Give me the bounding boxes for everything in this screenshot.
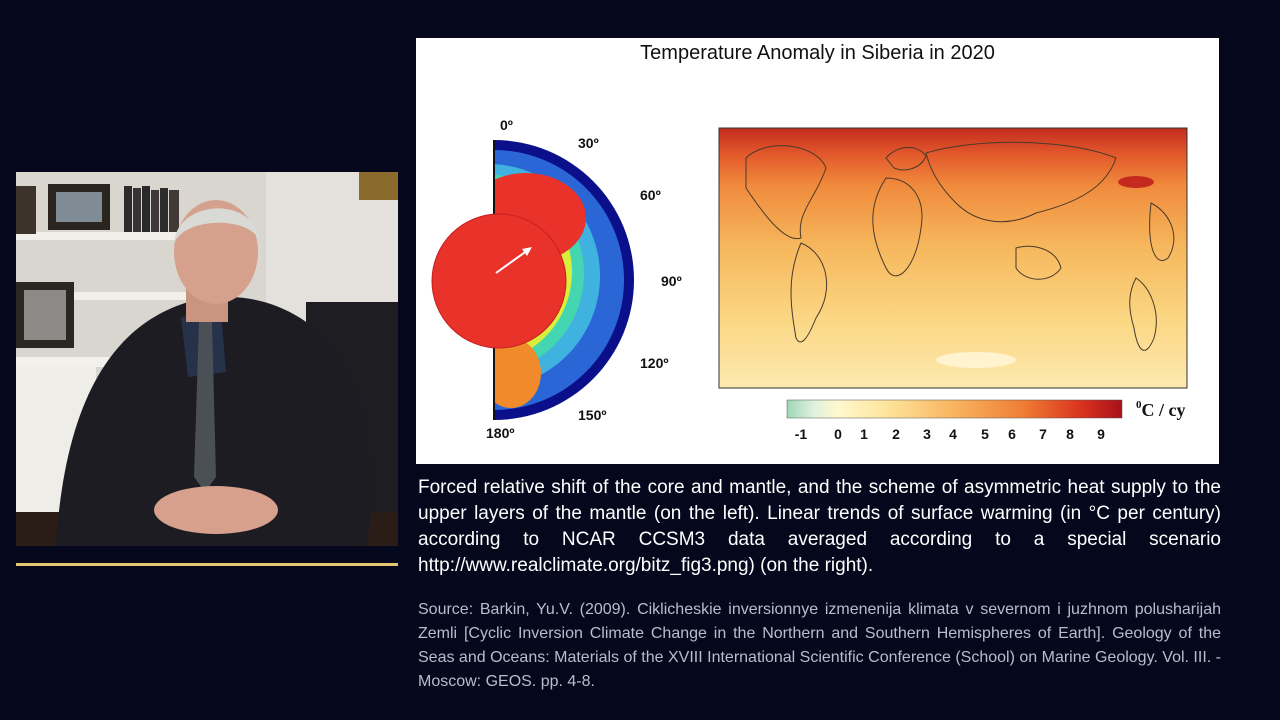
angle-label-90: 90º bbox=[661, 273, 682, 289]
colorbar-tick: 6 bbox=[1008, 426, 1016, 442]
colorbar-tick: -1 bbox=[795, 426, 808, 442]
figure-graphics: 0º 30º 60º 90º 120º 150º 180º bbox=[431, 117, 1188, 442]
colorbar-tick: 7 bbox=[1039, 426, 1047, 442]
angle-label-0: 0º bbox=[500, 117, 513, 133]
colorbar: -1 0 1 2 3 4 5 6 7 8 9 0C / cy bbox=[786, 399, 1186, 442]
angle-label-180: 180º bbox=[486, 425, 514, 441]
presenter-scene bbox=[16, 172, 398, 546]
accent-divider bbox=[16, 563, 398, 566]
source-citation: Source: Barkin, Yu.V. (2009). Ciklichesk… bbox=[418, 601, 1221, 690]
mantle-diagram: 0º 30º 60º 90º 120º 150º 180º bbox=[431, 117, 682, 441]
colorbar-unit-main: C / cy bbox=[1142, 400, 1186, 420]
colorbar-tick: 8 bbox=[1066, 426, 1074, 442]
figure-caption: Forced relative shift of the core and ma… bbox=[418, 477, 1221, 576]
colorbar-tick: 3 bbox=[923, 426, 931, 442]
core-sphere bbox=[431, 213, 567, 349]
figure-title: Temperature Anomaly in Siberia in 2020 bbox=[640, 42, 995, 64]
colorbar-tick: 5 bbox=[981, 426, 989, 442]
warming-map bbox=[718, 127, 1188, 389]
angle-label-150: 150º bbox=[578, 407, 606, 423]
colorbar-tick: 9 bbox=[1097, 426, 1105, 442]
colorbar-tick: 4 bbox=[949, 426, 957, 442]
shift-arrow bbox=[495, 249, 529, 274]
angle-label-60: 60º bbox=[640, 187, 661, 203]
angle-label-120: 120º bbox=[640, 355, 668, 371]
presenter-video bbox=[16, 172, 398, 546]
figure-panel: Temperature Anomaly in Siberia in 2020 bbox=[416, 38, 1219, 464]
colorbar-unit-superscript: 0 bbox=[1136, 399, 1142, 411]
colorbar-tick: 0 bbox=[834, 426, 842, 442]
colorbar-unit: 0C / cy bbox=[1136, 399, 1186, 420]
colorbar-tick: 1 bbox=[860, 426, 868, 442]
angle-label-30: 30º bbox=[578, 135, 599, 151]
colorbar-tick: 2 bbox=[892, 426, 900, 442]
